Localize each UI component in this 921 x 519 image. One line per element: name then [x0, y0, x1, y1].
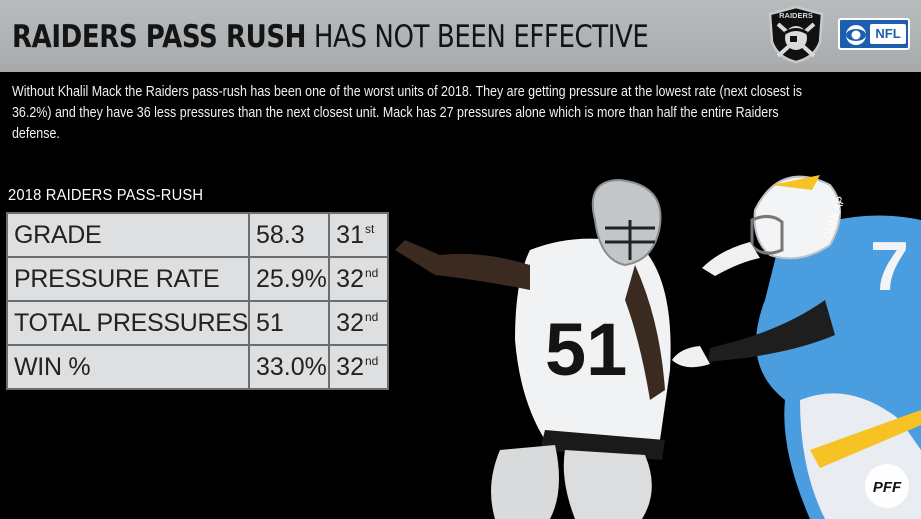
rank-suffix: nd [364, 265, 379, 280]
header-bar: RAIDERS PASS RUSH HAS NOT BEEN EFFECTIVE… [0, 0, 921, 72]
rank-number: 32 [336, 352, 364, 381]
rank-suffix: nd [364, 309, 379, 324]
raiders-shield-logo: RAIDERS [768, 5, 824, 64]
logo-lettering: RAIDERS [779, 11, 813, 20]
value-cell: 33.0% [247, 344, 331, 390]
pass-rush-stats-table: GRADE 58.3 31st PRESSURE RATE 25.9% 32nd… [6, 212, 389, 390]
raider-jersey-number: 51 [545, 308, 627, 391]
intro-paragraph: Without Khalil Mack the Raiders pass-rus… [12, 84, 802, 142]
table-row: WIN % 33.0% 32nd [6, 344, 389, 390]
value-cell: 58.3 [247, 212, 331, 258]
charger-jersey-number: 7 [870, 227, 909, 305]
rank-number: 31 [336, 220, 364, 249]
nfl-label: NFL [870, 24, 906, 44]
pff-logo: PFF [865, 464, 909, 508]
cbs-nfl-badge: NFL [838, 18, 910, 50]
rank-cell: 31st [328, 212, 389, 258]
metric-cell: TOTAL PRESSURES [6, 300, 250, 346]
metric-cell: PRESSURE RATE [6, 256, 250, 302]
metric-cell: GRADE [6, 212, 250, 258]
value-cell: 25.9% [247, 256, 331, 302]
title-bold: RAIDERS PASS RUSH [12, 19, 307, 55]
rank-suffix: st [364, 221, 375, 236]
rank-number: 32 [336, 264, 364, 293]
rank-suffix: nd [364, 353, 379, 368]
rank-number: 32 [336, 308, 364, 337]
table-row: GRADE 58.3 31st [6, 212, 389, 258]
stats-table-title: 2018 RAIDERS PASS-RUSH [8, 187, 204, 204]
metric-cell: WIN % [6, 344, 250, 390]
rank-cell: 32nd [328, 344, 389, 390]
table-row: PRESSURE RATE 25.9% 32nd [6, 256, 389, 302]
raiders-player: 51 [395, 178, 671, 519]
rank-cell: 32nd [328, 300, 389, 346]
rank-cell: 32nd [328, 256, 389, 302]
value-cell: 51 [247, 300, 331, 346]
players-photo: 7 DUNLAP 51 [395, 175, 921, 519]
cbs-eye-icon [846, 25, 866, 45]
table-row: TOTAL PRESSURES 51 32nd [6, 300, 389, 346]
title-light: HAS NOT BEEN EFFECTIVE [313, 19, 649, 55]
pff-lettering: PFF [873, 479, 902, 496]
page-title: RAIDERS PASS RUSH HAS NOT BEEN EFFECTIVE [12, 12, 649, 62]
